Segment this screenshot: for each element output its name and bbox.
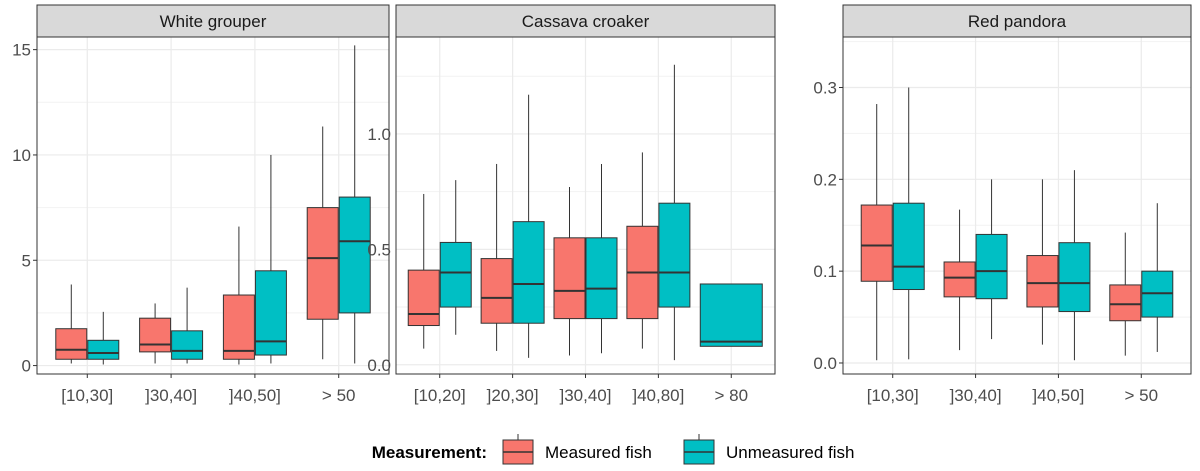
- box-unmeasured: [658, 64, 691, 361]
- box-unmeasured: [1141, 203, 1174, 352]
- box-measured: [306, 126, 339, 360]
- box-unmeasured: [338, 45, 371, 364]
- box-body: [87, 339, 120, 360]
- box-body: [699, 283, 763, 347]
- box-body: [512, 221, 545, 324]
- box-body: [306, 207, 339, 320]
- y-tick-label: 15: [12, 41, 31, 60]
- facet-panel: Red pandora 0.0 0.1 0.2 0.3 [10,30] ]30,40] ]40…: [813, 4, 1192, 405]
- strip-title: Red pandora: [968, 12, 1067, 31]
- box-measured: [860, 104, 893, 361]
- box-unmeasured: [171, 287, 204, 364]
- box-measured: [1026, 179, 1059, 345]
- box-unmeasured: [439, 180, 472, 335]
- box-unmeasured: [975, 179, 1008, 340]
- y-tick-label: 0.1: [813, 262, 837, 281]
- x-tick-label: > 50: [1125, 386, 1159, 405]
- box-body: [1109, 284, 1142, 322]
- box-measured: [1109, 232, 1142, 356]
- box-body: [55, 328, 88, 360]
- box-unmeasured: [87, 311, 120, 365]
- box-measured: [139, 303, 172, 364]
- box-unmeasured: [892, 87, 925, 360]
- x-tick-label: ]30,40]: [560, 386, 612, 405]
- box-measured: [55, 284, 88, 364]
- y-tick-label: 5: [22, 251, 31, 270]
- legend-item-measured: Measured fish: [502, 434, 652, 465]
- facet-panel: Cassava croaker 0.0 0.5 1.0 [10,20] ]20,30] ]3…: [367, 4, 776, 405]
- box-measured: [407, 193, 440, 349]
- y-tick-label: 0.2: [813, 170, 837, 189]
- box-body: [407, 269, 440, 327]
- legend-title: Measurement:: [372, 443, 487, 462]
- y-tick-label: 1.0: [367, 125, 391, 144]
- y-tick-label: 0: [22, 357, 31, 376]
- x-tick-label: ]30,40]: [950, 386, 1002, 405]
- y-tick-label: 10: [12, 146, 31, 165]
- strip-background: [36, 4, 390, 38]
- box-measured: [943, 209, 976, 351]
- box-body: [139, 317, 172, 353]
- legend: Measurement: Measured fish Unmeasured fi…: [372, 434, 855, 465]
- box-body: [480, 258, 513, 324]
- strip-title: White grouper: [160, 12, 267, 31]
- box-body: [1058, 242, 1091, 313]
- panel-border: [842, 36, 1192, 375]
- box-body: [658, 202, 691, 308]
- box-body: [860, 204, 893, 282]
- box-measured: [553, 187, 586, 356]
- panel-border: [395, 36, 776, 375]
- box-body: [254, 270, 287, 356]
- box-body: [222, 294, 255, 360]
- legend-label-measured: Measured fish: [545, 443, 652, 462]
- box-body: [439, 241, 472, 308]
- box-body: [553, 237, 586, 320]
- box-body: [943, 261, 976, 298]
- x-tick-label: ]40,50]: [229, 386, 281, 405]
- strip-background: [395, 4, 776, 38]
- y-tick-label: 0.0: [813, 354, 837, 373]
- box-measured: [222, 226, 255, 365]
- x-tick-label: [10,30]: [867, 386, 919, 405]
- y-tick-label: 0.0: [367, 356, 391, 375]
- x-tick-label: [10,20]: [414, 386, 466, 405]
- box-unmeasured: [254, 154, 287, 364]
- box-body: [1026, 255, 1059, 308]
- facet-panels: White grouper 0 5 10 15 [10,30] ]30,40] ]40,50]…: [12, 4, 1192, 405]
- box-body: [171, 330, 204, 360]
- y-tick-label: 0.5: [367, 240, 391, 259]
- y-tick-label: 0.3: [813, 79, 837, 98]
- box-measured: [480, 163, 513, 351]
- box-body: [585, 237, 618, 320]
- box-body: [892, 202, 925, 291]
- box-body: [975, 233, 1008, 300]
- legend-label-unmeasured: Unmeasured fish: [726, 443, 855, 462]
- legend-item-unmeasured: Unmeasured fish: [683, 434, 855, 465]
- x-tick-label: ]20,30]: [487, 386, 539, 405]
- box-unmeasured: [1058, 170, 1091, 361]
- box-measured: [626, 152, 659, 349]
- box-body: [338, 196, 371, 314]
- strip-title: Cassava croaker: [522, 12, 650, 31]
- box-unmeasured: [699, 283, 763, 347]
- box-unmeasured: [585, 163, 618, 354]
- x-tick-label: [10,30]: [61, 386, 113, 405]
- panel-border: [36, 36, 390, 375]
- x-tick-label: ]30,40]: [145, 386, 197, 405]
- x-tick-label: > 50: [322, 386, 356, 405]
- box-unmeasured: [512, 94, 545, 358]
- x-tick-label: ]40,50]: [1032, 386, 1084, 405]
- x-tick-label: > 80: [714, 386, 748, 405]
- plot-background: [37, 37, 389, 374]
- facet-panel: White grouper 0 5 10 15 [10,30] ]30,40] ]40,50]…: [12, 4, 390, 405]
- strip-background: [842, 4, 1192, 38]
- x-tick-label: ]40,80]: [632, 386, 684, 405]
